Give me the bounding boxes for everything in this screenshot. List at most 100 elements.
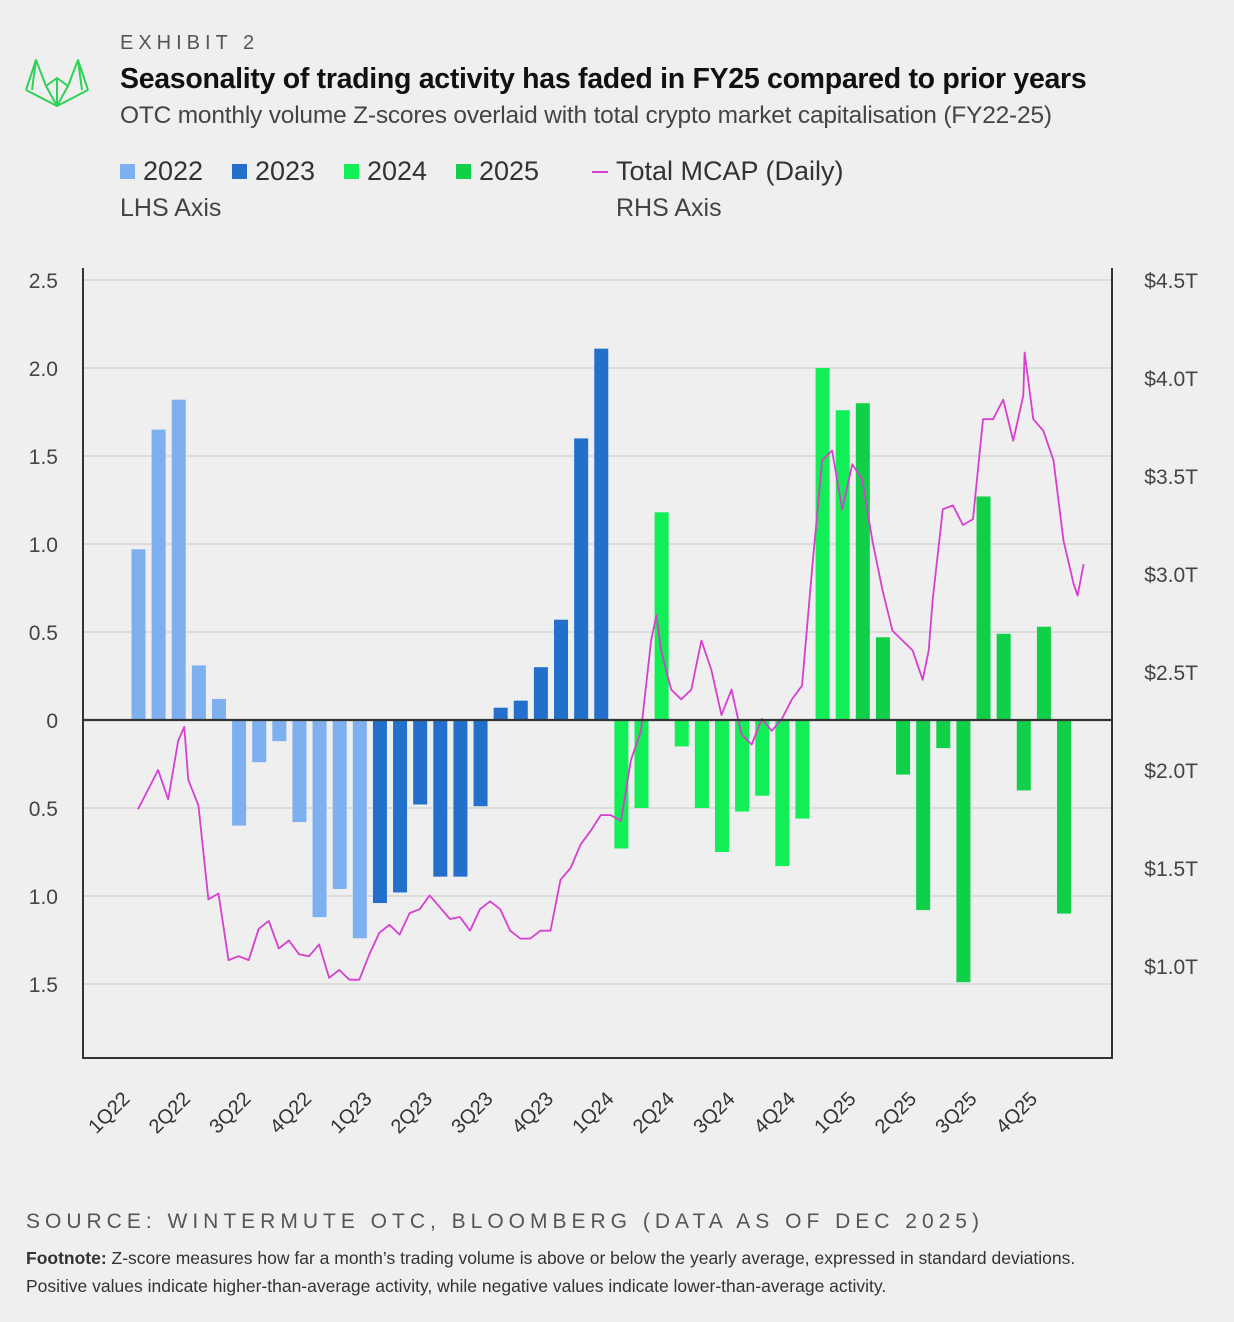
bar-2023-mar: [413, 720, 428, 805]
x-axis-tick-label: 1Q22: [84, 1088, 134, 1138]
legend-label: Total MCAP (Daily): [616, 156, 844, 186]
x-axis-tick-label: 4Q22: [266, 1088, 316, 1138]
x-axis-tick-label: 3Q24: [689, 1088, 739, 1138]
bar-2024-dec: [835, 410, 850, 720]
rhs-axis-note: RHS Axis: [616, 194, 722, 222]
footnote-label: Footnote:: [26, 1248, 107, 1268]
bar-2024-aug: [755, 720, 770, 796]
bar-2023-oct: [554, 619, 569, 720]
x-axis-tick-label: 1Q25: [810, 1088, 860, 1138]
bar-2022-nov: [332, 720, 347, 889]
right-axis-tick-label: $3.0T: [1144, 564, 1198, 587]
wintermute-logo-icon: [25, 59, 89, 107]
bar-2025-aug: [996, 633, 1011, 720]
source-note: SOURCE: WINTERMUTE OTC, BLOOMBERG (DATA …: [26, 1210, 984, 1233]
bar-2023-nov: [574, 438, 589, 720]
lhs-axis-note: LHS Axis: [120, 194, 222, 222]
x-axis-tick-label: 4Q24: [750, 1088, 800, 1138]
left-axis-tick-label: 1.5: [29, 446, 58, 469]
bar-2025-mar: [896, 720, 911, 775]
chart-title: Seasonality of trading activity has fade…: [120, 63, 1087, 95]
legend-label: 2023: [255, 156, 316, 186]
footnote-text: Z-score measures how far a month’s tradi…: [106, 1248, 1076, 1268]
chart-subtitle: OTC monthly volume Z-scores overlaid wit…: [120, 102, 1052, 129]
bar-2022-feb: [151, 429, 166, 720]
bar-2023-feb: [393, 720, 408, 893]
bar-2022-dec: [352, 720, 367, 939]
x-axis-tick-label: 3Q22: [205, 1088, 255, 1138]
bar-2024-nov: [815, 368, 830, 720]
right-axis-tick-label: $1.0T: [1144, 956, 1198, 979]
left-axis-tick-label: 0.5: [29, 798, 58, 821]
bar-2024-jun: [714, 720, 729, 852]
legend-swatch-2022: [120, 164, 135, 179]
right-axis-tick-label: $1.5T: [1144, 858, 1198, 881]
legend-item-2022: 2022: [120, 156, 203, 187]
bar-2023-jun: [473, 720, 488, 807]
legend-item-2024: 2024: [344, 156, 427, 187]
x-axis-tick-label: 2Q23: [387, 1088, 437, 1138]
legend-swatch-2023: [232, 164, 247, 179]
bar-2025-sep: [1016, 720, 1031, 791]
bar-2025-feb: [875, 637, 890, 720]
bar-2023-jan: [372, 720, 387, 904]
left-axis-tick-label: 1.5: [29, 974, 58, 997]
bar-2022-may: [211, 698, 226, 720]
bar-2024-jan: [614, 720, 629, 849]
bar-2025-jul: [976, 496, 991, 720]
footnote-line-2: Positive values indicate higher-than-ave…: [26, 1276, 887, 1296]
bar-2025-nov: [1057, 720, 1072, 914]
bar-2025-apr: [916, 720, 931, 911]
x-axis-tick-label: 4Q25: [992, 1088, 1042, 1138]
legend-item-2025: 2025: [456, 156, 539, 187]
bar-2025-jun: [956, 720, 971, 983]
left-axis-tick-label: 2.0: [29, 358, 58, 381]
left-axis-tick-label: 2.5: [29, 270, 58, 293]
mcap-line: [137, 351, 1085, 981]
right-axis-tick-label: $3.5T: [1144, 466, 1198, 489]
left-axis-tick-label: 1.0: [29, 886, 58, 909]
bar-2023-jul: [493, 707, 508, 720]
bar-2023-apr: [433, 720, 448, 877]
bar-2025-may: [936, 720, 951, 749]
bar-2024-sep: [775, 720, 790, 867]
bar-2022-oct: [312, 720, 327, 918]
bar-2023-dec: [594, 348, 609, 720]
footnote-line-1: Footnote: Z-score measures how far a mon…: [26, 1248, 1075, 1269]
legend-swatch-2025: [456, 164, 471, 179]
bar-2022-jun: [232, 720, 247, 826]
bar-2024-may: [694, 720, 709, 808]
left-axis-tick-label: 1.0: [29, 534, 58, 557]
x-axis-tick-label: 2Q22: [145, 1088, 195, 1138]
right-axis-tick-label: $4.0T: [1144, 368, 1198, 391]
legend-line-swatch: [592, 170, 608, 173]
bar-2025-jan: [855, 403, 870, 720]
bar-2022-aug: [272, 720, 287, 742]
bar-2023-aug: [513, 700, 528, 720]
bar-2023-sep: [533, 667, 548, 720]
x-axis-tick-label: 3Q25: [931, 1088, 981, 1138]
left-axis-tick-label: 0: [46, 710, 58, 733]
legend-label: 2024: [367, 156, 428, 186]
right-axis-tick-label: $4.5T: [1144, 270, 1198, 293]
bar-2022-apr: [191, 665, 206, 720]
x-axis-tick-label: 1Q23: [326, 1088, 376, 1138]
right-axis-tick-label: $2.0T: [1144, 760, 1198, 783]
bar-2024-apr: [674, 720, 689, 747]
bar-2024-oct: [795, 720, 810, 819]
legend-label: 2022: [143, 156, 204, 186]
x-axis-tick-label: 2Q25: [871, 1088, 921, 1138]
left-axis-tick-label: 0.5: [29, 622, 58, 645]
bar-2022-mar: [171, 399, 186, 720]
x-axis-tick-label: 3Q23: [447, 1088, 497, 1138]
bar-2022-sep: [292, 720, 307, 823]
right-axis-tick-label: $2.5T: [1144, 662, 1198, 685]
x-axis-tick-label: 2Q24: [629, 1088, 679, 1138]
bar-2025-oct: [1036, 626, 1051, 720]
bar-2022-jan: [131, 549, 146, 720]
bar-2024-jul: [735, 720, 750, 812]
bar-2022-jul: [252, 720, 267, 763]
legend-swatch-2024: [344, 164, 359, 179]
bar-2024-feb: [634, 720, 649, 808]
exhibit-label: EXHIBIT 2: [120, 32, 260, 54]
